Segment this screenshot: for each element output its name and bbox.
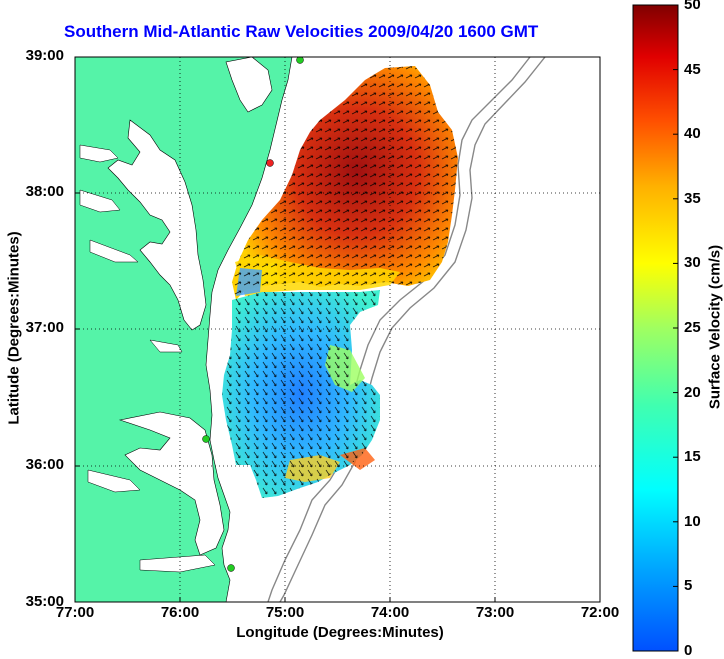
y-axis-label: Latitude (Degrees:Minutes) xyxy=(5,231,23,425)
chesapeake-bay xyxy=(107,119,207,331)
x-tick-label: 76:00 xyxy=(160,604,200,621)
colorbar-tick-label: 30 xyxy=(684,254,701,271)
colorbar-tick-label: 10 xyxy=(684,513,701,530)
x-tick-label: 75:00 xyxy=(265,604,305,621)
colorbar-label: Surface Velocity (cm/s) xyxy=(706,244,724,410)
x-tick-label: 77:00 xyxy=(55,604,95,621)
colorbar-tick-label: 35 xyxy=(684,190,701,207)
x-axis-label: Longitude (Degrees:Minutes) xyxy=(236,624,444,641)
map-grid xyxy=(75,57,600,602)
radar-site-marker xyxy=(227,564,235,572)
colorbar xyxy=(632,4,679,652)
y-tick-label: 35:00 xyxy=(25,593,64,610)
y-tick-label: 39:00 xyxy=(25,47,64,64)
map-title: Southern Mid-Atlantic Raw Velocities 200… xyxy=(64,22,539,41)
colorbar-tick-label: 5 xyxy=(684,577,693,594)
colorbar-tick-label: 20 xyxy=(684,384,701,401)
y-tick-label: 38:00 xyxy=(25,183,64,200)
colorbar-tick-label: 50 xyxy=(684,0,701,13)
pamlico-sound xyxy=(118,411,225,556)
x-tick-label: 73:00 xyxy=(475,604,515,621)
y-tick-label: 37:00 xyxy=(25,319,64,336)
colorbar-tick-label: 15 xyxy=(684,448,701,465)
land-mass xyxy=(75,57,293,602)
radar-site-marker xyxy=(296,57,304,64)
bathymetry-contour xyxy=(267,57,531,602)
x-tick-label: 72:00 xyxy=(580,604,620,621)
colorbar-tick-label: 0 xyxy=(684,642,693,659)
colorbar-tick-label: 40 xyxy=(684,125,701,142)
colorbar-tick-label: 25 xyxy=(684,319,701,336)
delaware-bay xyxy=(225,57,273,113)
y-tick-label: 36:00 xyxy=(25,456,64,473)
x-tick-label: 74:00 xyxy=(370,604,410,621)
colorbar-tick-label: 45 xyxy=(684,61,701,78)
radar-site-marker xyxy=(202,435,210,443)
radar-site-marker xyxy=(266,159,274,167)
